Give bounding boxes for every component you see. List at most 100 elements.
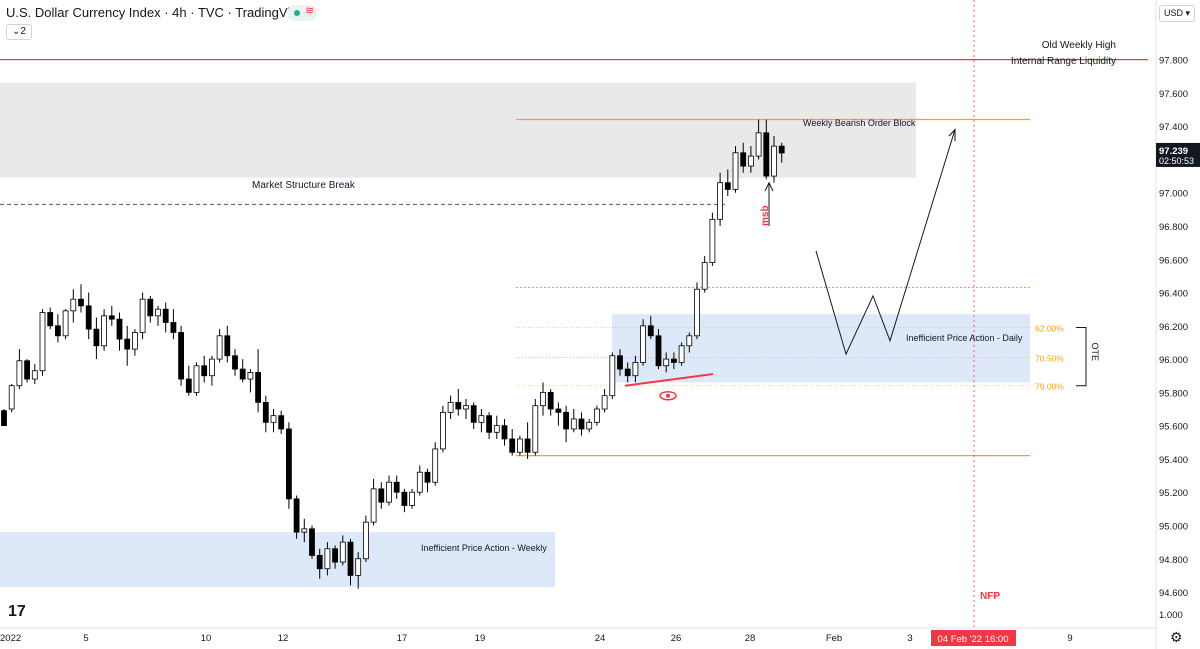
status-pill xyxy=(287,5,317,21)
candle-body xyxy=(717,182,723,220)
candle-body xyxy=(108,315,115,320)
price-tag xyxy=(1156,142,1200,167)
candle-body xyxy=(640,325,646,363)
layers-toggle-button[interactable]: ⌄2 xyxy=(6,24,32,40)
eye-icon xyxy=(659,390,677,401)
y-tick-label: 97.600 xyxy=(1159,89,1188,100)
wave-icon: ≋ xyxy=(305,5,315,17)
candle-body xyxy=(193,365,200,393)
candle-body xyxy=(39,312,46,372)
candle-body xyxy=(85,305,92,330)
candle-body xyxy=(170,322,177,333)
candle-body xyxy=(293,498,300,533)
candle-body xyxy=(393,481,400,493)
ote-bracket xyxy=(1076,326,1087,387)
candle-body xyxy=(247,372,254,380)
y-tick-label: 97.800 xyxy=(1159,56,1188,67)
candle-body xyxy=(463,405,469,410)
candle-body xyxy=(524,438,531,453)
candle-body xyxy=(570,418,577,430)
candle-body xyxy=(601,395,608,410)
layers-count: 2 xyxy=(20,26,26,37)
candle-body xyxy=(162,308,169,323)
candle-body xyxy=(609,355,616,397)
zone-1 xyxy=(612,314,1030,383)
y-tick-label: 96.600 xyxy=(1159,255,1188,266)
projection-arrowhead xyxy=(948,128,956,142)
weekly-inefficiency-label: Inefficient Price Action - Weekly xyxy=(421,543,547,553)
candle-body xyxy=(624,368,631,377)
candle-body xyxy=(409,491,416,506)
candle-body xyxy=(778,145,785,154)
candle-body xyxy=(16,360,23,387)
candle-body xyxy=(62,310,69,337)
candle-body xyxy=(540,391,546,407)
candle-body xyxy=(1,410,7,427)
x-tick-label: 19 xyxy=(475,633,486,644)
zone-0 xyxy=(0,82,916,178)
currency-select[interactable]: USD ▾ xyxy=(1159,5,1195,22)
candle-body xyxy=(432,448,439,483)
candle-body xyxy=(732,152,739,190)
y-tick-label: 97.400 xyxy=(1159,122,1188,133)
candle-body xyxy=(255,372,262,403)
candle-body xyxy=(278,415,285,430)
y-tick-label: 96.000 xyxy=(1159,355,1188,366)
x-tick-label: 9 xyxy=(1067,633,1072,644)
msb-arrowhead xyxy=(764,181,774,192)
candle-body xyxy=(416,471,423,493)
candle-body xyxy=(509,438,516,453)
y-tick-label: 96.200 xyxy=(1159,322,1188,333)
candle-body xyxy=(755,132,762,157)
candle-body xyxy=(70,298,77,312)
candle-body xyxy=(478,415,485,423)
y-tick-label: 94.800 xyxy=(1159,555,1188,566)
candle-body xyxy=(763,132,770,177)
gear-icon[interactable]: ⚙ xyxy=(1170,629,1183,645)
candle-body xyxy=(31,370,38,380)
x-tick-label: 5 xyxy=(83,633,88,644)
candle-body xyxy=(355,558,362,576)
candle-body xyxy=(285,428,292,500)
x-tick-label: 2022 xyxy=(0,633,21,644)
eye-pupil-icon xyxy=(666,393,670,398)
chart-title: U.S. Dollar Currency Index · 4h · TVC · … xyxy=(6,5,307,20)
candle-body xyxy=(617,355,623,370)
candle-body xyxy=(578,418,585,430)
y-tick-label: 94.600 xyxy=(1159,588,1188,599)
candle-body xyxy=(663,358,670,367)
candle-body xyxy=(647,325,654,337)
candle-body xyxy=(632,362,639,377)
x-tick-label: 28 xyxy=(745,633,756,644)
candle-body xyxy=(185,378,192,393)
msb-label: msb xyxy=(760,205,771,226)
x-tick-label: 26 xyxy=(671,633,682,644)
tradingview-logo-icon[interactable]: 17 xyxy=(8,603,26,620)
candle-body xyxy=(378,488,385,503)
candle-body xyxy=(740,152,747,167)
candle-body xyxy=(208,358,215,377)
candle-body xyxy=(239,368,246,380)
order-block-label: Weekly Bearish Order Block xyxy=(803,118,916,128)
bar-countdown-label: 02:50:53 xyxy=(1159,156,1194,166)
candle-body xyxy=(555,408,562,413)
candle-body xyxy=(709,218,716,263)
candle-body xyxy=(370,488,377,523)
nfp-label: NFP xyxy=(980,591,1000,602)
candle-body xyxy=(55,325,61,337)
live-dot-icon xyxy=(294,10,300,16)
ote-label: OTE xyxy=(1090,342,1100,361)
candle-body xyxy=(178,332,185,380)
x-tick-label: 12 xyxy=(278,633,289,644)
y-tick-label: 97.000 xyxy=(1159,189,1188,200)
candle-body xyxy=(401,491,408,506)
chevron-down-icon: ⌄ xyxy=(12,26,21,37)
candle-body xyxy=(594,408,600,423)
y-tick-label: 95.400 xyxy=(1159,455,1188,466)
candle-body xyxy=(586,421,593,430)
internal-range-liquidity-label: Internal Range Liquidity xyxy=(1011,56,1116,67)
candle-body xyxy=(671,358,677,363)
candle-body xyxy=(771,145,777,177)
candle-body xyxy=(47,312,54,327)
